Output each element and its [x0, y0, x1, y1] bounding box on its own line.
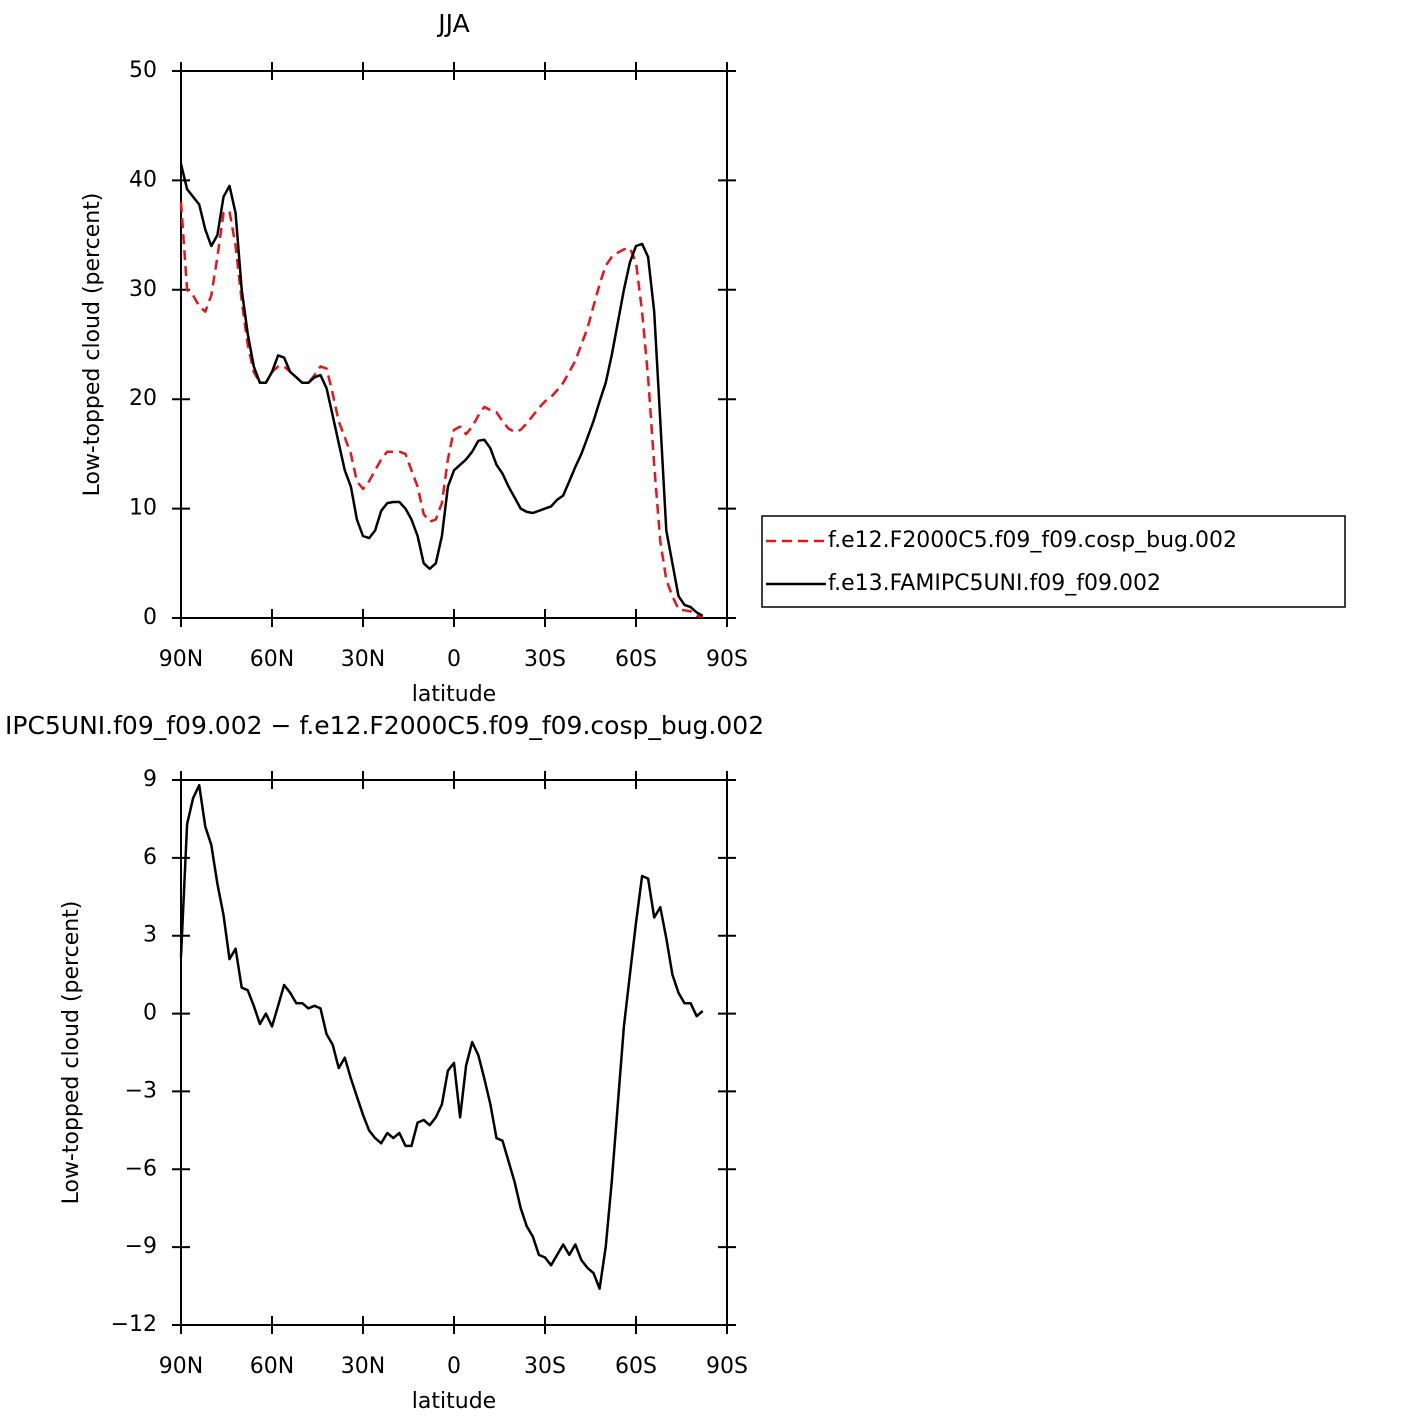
x-tick-label: 0 [447, 647, 461, 672]
x-tick-label: 30N [341, 1354, 385, 1379]
y-tick-label: −12 [111, 1312, 157, 1337]
x-tick-label: 90S [706, 1354, 748, 1379]
y-tick-label: −6 [125, 1156, 157, 1181]
y-tick-label: 40 [129, 167, 157, 192]
x-tick-label: 0 [447, 1354, 461, 1379]
x-tick-label: 60S [615, 647, 657, 672]
x-tick-label: 30S [524, 1354, 566, 1379]
y-tick-label: 30 [129, 277, 157, 302]
x-tick-label: 30S [524, 647, 566, 672]
x-tick-label: 90S [706, 647, 748, 672]
data-line [179, 163, 704, 617]
x-tick-label: 60N [250, 647, 294, 672]
plot-frame [180, 70, 728, 619]
y-axis-label: Low-topped cloud (percent) [59, 901, 84, 1205]
y-tick-label: 3 [143, 923, 157, 948]
y-tick-label: 9 [143, 767, 157, 792]
plot-frame [180, 779, 728, 1326]
y-tick-label: 20 [129, 386, 157, 411]
y-axis-label: Low-topped cloud (percent) [80, 193, 105, 497]
legend-box [761, 515, 1346, 608]
x-tick-label: 90N [159, 647, 203, 672]
data-line [179, 783, 704, 1290]
y-tick-label: −3 [125, 1078, 157, 1103]
x-axis-label: latitude [412, 1389, 496, 1414]
x-tick-label: 60N [250, 1354, 294, 1379]
y-tick-label: −9 [125, 1234, 157, 1259]
x-tick-label: 60S [615, 1354, 657, 1379]
y-tick-label: 50 [129, 58, 157, 83]
y-tick-label: 6 [143, 845, 157, 870]
legend-label: f.e12.F2000C5.f09_f09.cosp_bug.002 [828, 528, 1237, 553]
x-tick-label: 30N [341, 647, 385, 672]
y-tick-label: 0 [143, 1001, 157, 1026]
y-tick-label: 0 [143, 605, 157, 630]
x-tick-label: 90N [159, 1354, 203, 1379]
data-line [179, 202, 703, 619]
y-tick-label: 10 [129, 496, 157, 521]
x-axis-label: latitude [412, 682, 496, 707]
chart-title: JJA [436, 9, 469, 38]
legend-label: f.e13.FAMIPC5UNI.f09_f09.002 [828, 571, 1161, 596]
chart-title: IPC5UNI.f09_f09.002 − f.e12.F2000C5.f09_… [5, 711, 764, 740]
